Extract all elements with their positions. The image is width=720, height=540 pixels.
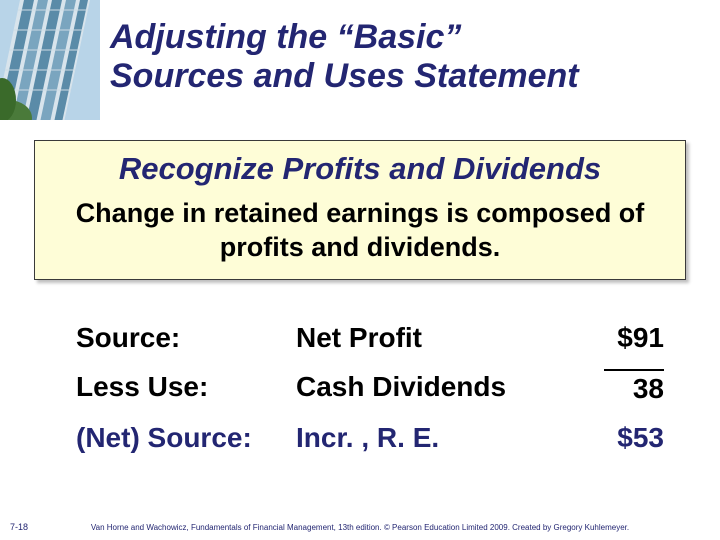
callout-subtitle: Recognize Profits and Dividends <box>49 151 671 187</box>
title-line2: Sources and Uses Statement <box>110 57 710 96</box>
row-label: (Net) Source: <box>76 420 296 455</box>
header: Adjusting the “Basic” Sources and Uses S… <box>0 0 720 120</box>
row-value: $53 <box>546 420 664 455</box>
row-value: $91 <box>546 320 664 355</box>
row-label: Source: <box>76 320 296 355</box>
slide-title: Adjusting the “Basic” Sources and Uses S… <box>110 18 710 96</box>
building-decor <box>0 0 100 120</box>
callout-box: Recognize Profits and Dividends Change i… <box>34 140 686 280</box>
table-row: Source: Net Profit $91 <box>76 320 664 355</box>
table-row: (Net) Source: Incr. , R. E. $53 <box>76 420 664 455</box>
row-desc: Cash Dividends <box>296 369 546 406</box>
footer: 7-18 Van Horne and Wachowicz, Fundamenta… <box>0 523 720 532</box>
page-number: 7-18 <box>10 522 28 532</box>
title-line1: Adjusting the “Basic” <box>110 18 710 57</box>
row-desc: Net Profit <box>296 320 546 355</box>
table-row: Less Use: Cash Dividends 38 <box>76 369 664 406</box>
underlined-value: 38 <box>604 369 664 406</box>
building-icon <box>0 0 100 120</box>
row-desc: Incr. , R. E. <box>296 420 546 455</box>
data-table: Source: Net Profit $91 Less Use: Cash Di… <box>76 320 664 469</box>
row-label: Less Use: <box>76 369 296 406</box>
slide: Adjusting the “Basic” Sources and Uses S… <box>0 0 720 540</box>
row-value: 38 <box>546 369 664 406</box>
attribution: Van Horne and Wachowicz, Fundamentals of… <box>0 523 720 532</box>
callout-body: Change in retained earnings is composed … <box>49 197 671 265</box>
